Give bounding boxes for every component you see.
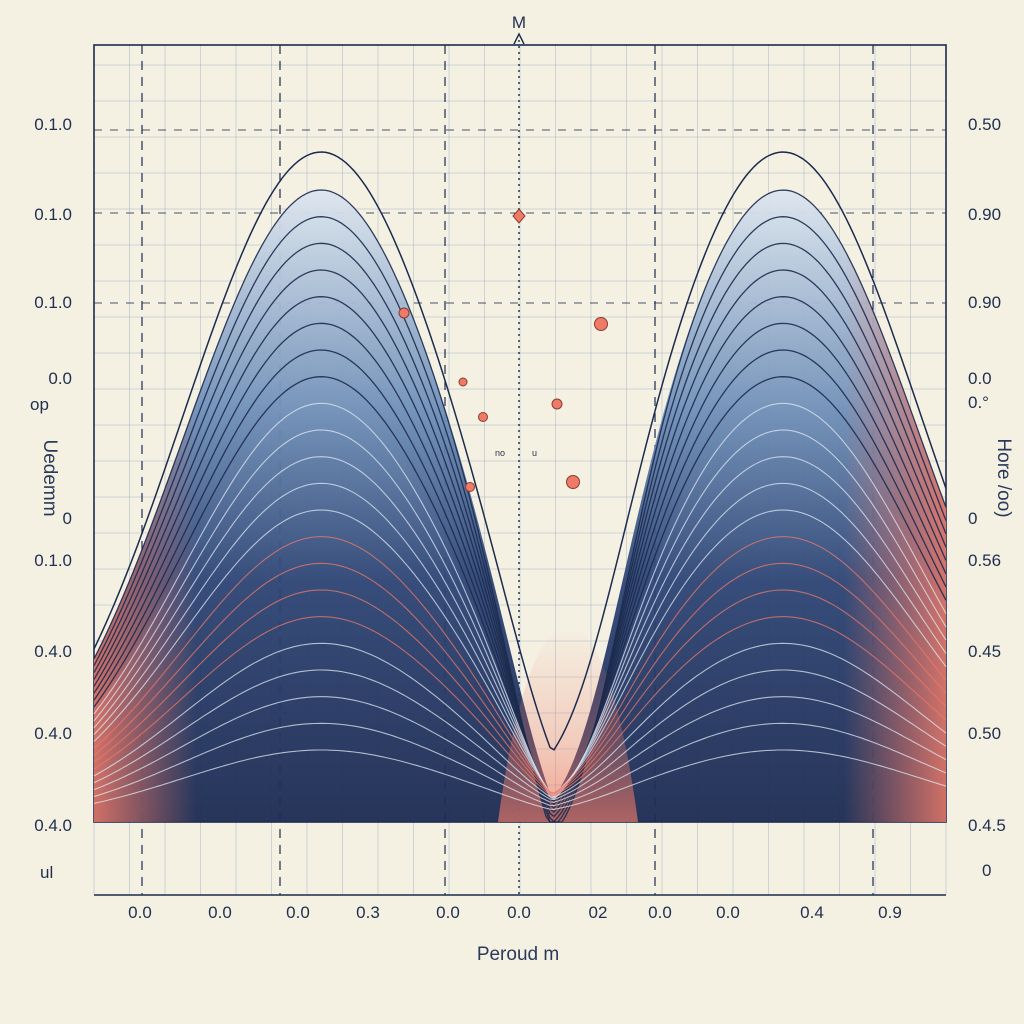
layer-line: [93, 749, 947, 810]
data-point: [478, 412, 488, 422]
y-tick-label-left: 0.1.0: [34, 293, 72, 312]
x-tick-label: 02: [589, 903, 608, 922]
layer-line: [93, 669, 947, 801]
tick-label-group: 0.0 0.0 0.0 0.3 0.0 0.0 02 0.0 0.0 0.4 0.9 0.1.0 0.1…: [34, 115, 1006, 922]
layer-line: [93, 509, 947, 794]
y-axis-title-left: Uedemm: [39, 439, 60, 516]
x-tick-label: 0.0: [436, 903, 460, 922]
y-tick-label-right: 0.45: [968, 642, 1001, 661]
data-point: [551, 398, 563, 410]
center-note: no: [495, 448, 505, 458]
overlay-group: [398, 208, 608, 492]
top-label: M: [512, 13, 526, 32]
layer-line: [93, 642, 947, 798]
y-tick-label-left: 0.1.0: [34, 115, 72, 134]
y-tick-label-left: 0.1.0: [34, 205, 72, 224]
x-tick-label: 0.0: [286, 903, 310, 922]
center-axis-arrow: [513, 32, 525, 45]
x-tick-label: 0.0: [507, 903, 531, 922]
data-point: [594, 317, 608, 331]
x-tick-label: 0.0: [128, 903, 152, 922]
side-accent: [94, 190, 946, 822]
outer-envelope: [93, 151, 947, 751]
extra-right-label: 0.°: [968, 393, 989, 412]
data-point: [465, 482, 475, 492]
data-point: [458, 377, 468, 387]
x-axis-title: Peroud m: [477, 944, 559, 965]
layer-line: [93, 349, 947, 806]
layer-line: [93, 616, 947, 797]
y-tick-label-left: 0.4.0: [34, 724, 72, 743]
x-tick-label: 0.0: [208, 903, 232, 922]
data-point: [398, 307, 410, 319]
peak-marker: [512, 208, 526, 224]
y-tick-label-right: 0.90: [968, 293, 1001, 312]
y-tick-label-right: 0.50: [968, 115, 1001, 134]
x-tick-label: 0.0: [716, 903, 740, 922]
y-tick-label-right: 0: [968, 509, 977, 528]
center-note-2: u: [532, 448, 537, 458]
x-tick-label: 0.3: [356, 903, 380, 922]
x-corner-left: ul: [40, 863, 53, 882]
y-tick-label-right: 0.0: [968, 369, 992, 388]
layer-band-group: [93, 151, 947, 823]
layer-line: [93, 562, 947, 794]
x-tick-label: 0.9: [878, 903, 902, 922]
layer-line: [93, 402, 947, 800]
y-tick-label-left: 0.1.0: [34, 551, 72, 570]
y-tick-label-right: 0.4.5: [968, 816, 1006, 835]
layer-line: [93, 456, 947, 796]
layer-line: [93, 322, 947, 809]
x-tick-label: 0.4: [800, 903, 824, 922]
y-tick-label-right: 0.50: [968, 724, 1001, 743]
y-tick-label-right: 0.56: [968, 551, 1001, 570]
x-tick-label: 0.0: [648, 903, 672, 922]
layer-line: [93, 376, 947, 802]
layer-line: [93, 589, 947, 795]
y-tick-label-right: 0.90: [968, 205, 1001, 224]
layer-line: [93, 429, 947, 798]
layer-line: [93, 536, 947, 794]
y-axis-title-right: Hore /oo): [993, 438, 1014, 517]
y-tick-label-left: 0.4.0: [34, 642, 72, 661]
layer-line: [93, 722, 947, 807]
x-corner-right: 0: [982, 861, 991, 880]
extra-left-label: op: [30, 395, 49, 414]
layer-line: [93, 696, 947, 803]
y-tick-label-left: 0.0: [48, 369, 72, 388]
layer-line: [93, 482, 947, 795]
data-point: [566, 475, 580, 489]
y-tick-label-left: 0.4.0: [34, 816, 72, 835]
y-tick-label-left: 0: [63, 509, 72, 528]
